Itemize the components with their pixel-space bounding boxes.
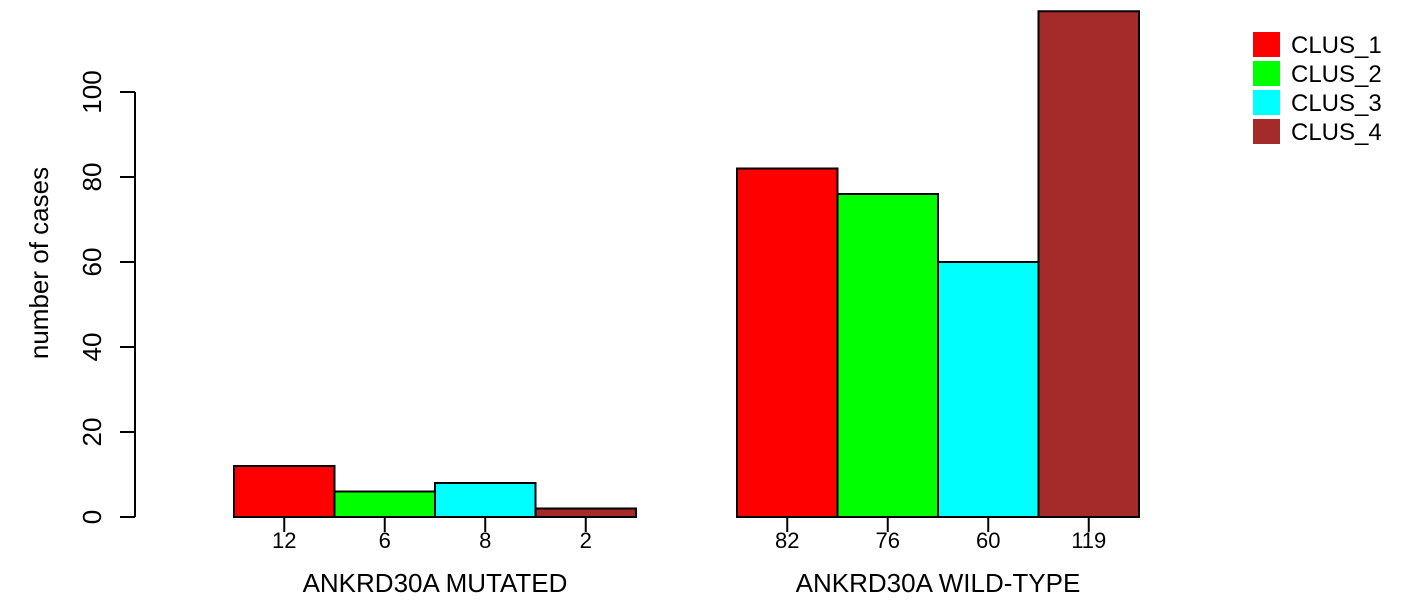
legend-swatch bbox=[1253, 90, 1280, 115]
legend-swatch bbox=[1253, 119, 1280, 144]
bar-value-label: 76 bbox=[876, 528, 900, 553]
y-tick-label: 40 bbox=[77, 333, 107, 362]
bar-clus-4 bbox=[1037, 10, 1140, 518]
bar-clus-1 bbox=[736, 167, 839, 518]
bar-clus-2 bbox=[333, 490, 436, 518]
y-axis-label: number of cases bbox=[24, 167, 54, 359]
bar-clus-3 bbox=[937, 261, 1040, 518]
y-tick-label: 60 bbox=[77, 248, 107, 277]
bar-value-label: 12 bbox=[272, 528, 296, 553]
bar-value-label: 119 bbox=[1071, 528, 1106, 553]
y-tick-label: 20 bbox=[77, 418, 107, 447]
bar-clus-1 bbox=[233, 465, 336, 518]
legend-swatch bbox=[1253, 61, 1280, 86]
y-tick-label: 0 bbox=[77, 510, 107, 524]
group-label: ANKRD30A MUTATED bbox=[303, 568, 568, 598]
bar-value-label: 2 bbox=[580, 528, 592, 553]
y-axis: 0 20 40 60 80 100 number of cases bbox=[24, 70, 136, 524]
legend-swatch bbox=[1253, 32, 1280, 57]
legend-label: CLUS_4 bbox=[1291, 119, 1382, 146]
bar-value-label: 8 bbox=[479, 528, 491, 553]
legend-label: CLUS_2 bbox=[1291, 61, 1382, 88]
bar-clus-4 bbox=[534, 507, 637, 518]
bar-value-label: 6 bbox=[379, 528, 391, 553]
y-tick-label: 100 bbox=[77, 70, 107, 113]
y-tick-label: 80 bbox=[77, 163, 107, 192]
bar-clus-3 bbox=[434, 482, 537, 518]
legend-label: CLUS_1 bbox=[1291, 32, 1382, 59]
bars bbox=[233, 10, 1140, 518]
bar-value-label: 82 bbox=[775, 528, 799, 553]
y-ticks: 0 20 40 60 80 100 bbox=[77, 70, 135, 524]
bar-value-label: 60 bbox=[976, 528, 1000, 553]
bar-clus-2 bbox=[836, 193, 939, 518]
group-label: ANKRD30A WILD-TYPE bbox=[796, 568, 1081, 598]
legend-label: CLUS_3 bbox=[1291, 90, 1382, 117]
